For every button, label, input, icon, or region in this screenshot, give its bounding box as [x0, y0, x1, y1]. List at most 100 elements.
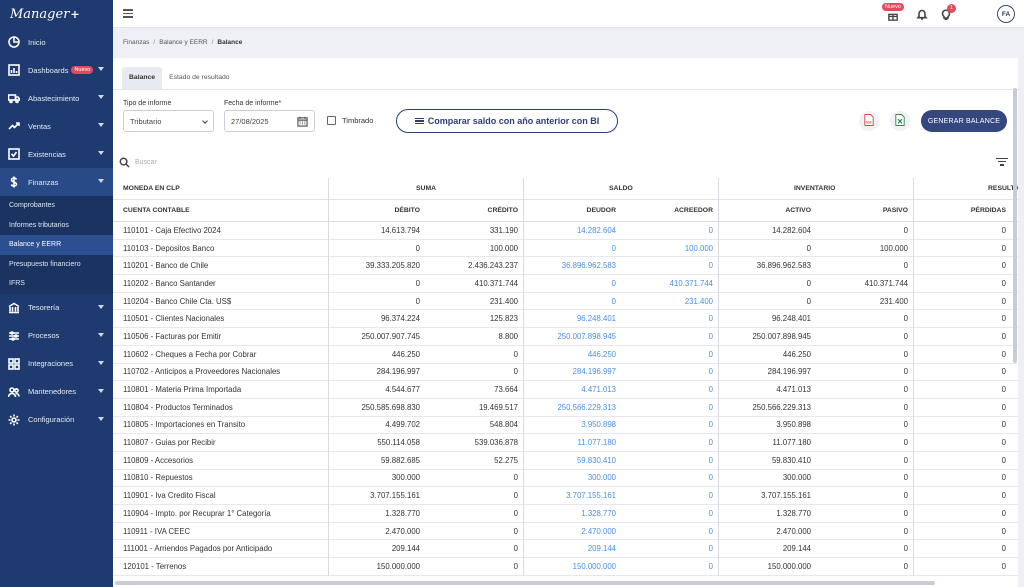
table-row[interactable]: 120101 - Terrenos 150.000.000 0 150.000.000…	[113, 558, 1018, 576]
table-row[interactable]: 110804 - Productos Terminados 250.585.698…	[113, 399, 1018, 417]
cell-deudor[interactable]: 4.471.013	[581, 385, 616, 395]
filter-icon[interactable]	[996, 158, 1008, 168]
horizontal-scrollbar[interactable]	[115, 581, 935, 585]
cell-acreedor[interactable]: 100.000	[684, 243, 713, 253]
cell-acreedor[interactable]: 0	[708, 438, 713, 448]
sidebar-item-configuracion[interactable]: Configuración	[0, 406, 113, 434]
table-row[interactable]: 110602 - Cheques a Fecha por Cobrar 446.2…	[113, 346, 1018, 364]
table-row[interactable]: 110901 - Iva Credito Fiscal 3.707.155.161…	[113, 487, 1018, 505]
export-excel-button[interactable]	[890, 111, 910, 131]
submenu-item-informes[interactable]: Informes tributarios	[9, 221, 69, 229]
table-row[interactable]: 110702 - Anticipos a Proveedores Naciona…	[113, 364, 1018, 382]
cell-deudor[interactable]: 150.000.000	[572, 561, 616, 571]
timbrado-checkbox[interactable]	[327, 116, 336, 125]
cell-acreedor[interactable]: 0	[708, 225, 713, 235]
compare-bi-button[interactable]: Comparar saldo con año anterior con BI	[396, 109, 618, 133]
table-row[interactable]: 110501 - Clientes Nacionales 96.374.224 12…	[113, 310, 1018, 329]
table-row[interactable]: 110202 - Banco Santander 0 410.371.744 0 410…	[113, 275, 1018, 293]
sidebar-item-procesos[interactable]: Procesos	[0, 322, 113, 350]
cell-acreedor[interactable]: 0	[708, 385, 713, 395]
news-button[interactable]: Nuevo	[882, 3, 904, 23]
table-row[interactable]: 110506 - Facturas por Emitir 250.007.907.…	[113, 328, 1018, 346]
cell-activo: 0	[806, 243, 811, 253]
cell-deudor[interactable]: 1.328.770	[581, 508, 616, 518]
table-row[interactable]: 110204 - Banco Chile Cta. US$ 0 231.400 0 23…	[113, 293, 1018, 311]
table-row[interactable]: 110809 - Accesorios 59.882.685 52.275 59.83…	[113, 452, 1018, 470]
cell-deudor[interactable]: 36.896.962.583	[561, 261, 616, 271]
sidebar-item-abastecimiento[interactable]: Abastecimiento	[0, 84, 113, 112]
cell-acreedor[interactable]: 0	[708, 420, 713, 430]
cell-acreedor[interactable]: 0	[708, 402, 713, 412]
table-row[interactable]: 110810 - Repuestos 300.000 0 300.000 0 300.00…	[113, 470, 1018, 488]
submenu-item-comprobantes[interactable]: Comprobantes	[9, 202, 55, 210]
table-row[interactable]: 110807 - Guias por Recibir 550.114.058 539…	[113, 434, 1018, 452]
cell-acreedor[interactable]: 0	[708, 473, 713, 483]
sidebar-item-dashboards[interactable]: Dashboards Nuevo	[0, 56, 113, 84]
sidebar-item-mantenedores[interactable]: Mantenedores	[0, 378, 113, 406]
sidebar-item-integraciones[interactable]: Integraciones	[0, 350, 113, 378]
submenu-item-presupuesto[interactable]: Presupuesto financiero	[9, 260, 81, 268]
cell-acreedor[interactable]: 0	[708, 349, 713, 359]
table-row[interactable]: 110103 - Depositos Banco 0 100.000 0 100.000…	[113, 240, 1018, 258]
submenu-item-balance[interactable]: Balance y EERR	[0, 235, 113, 255]
cell-deudor[interactable]: 3.707.155.161	[566, 491, 616, 501]
cell-deudor[interactable]: 59.830.410	[576, 455, 616, 465]
generate-balance-button[interactable]: GENERAR BALANCE	[921, 110, 1007, 132]
cell-deudor[interactable]: 0	[611, 243, 616, 253]
sidebar-item-tesoreria[interactable]: Tesorería	[0, 294, 113, 322]
cell-acreedor[interactable]: 0	[708, 561, 713, 571]
cell-credito: 331.190	[489, 225, 518, 235]
sidebar-item-inicio[interactable]: Inicio	[0, 28, 113, 56]
cell-acreedor[interactable]: 0	[708, 544, 713, 554]
cell-deudor[interactable]: 209.144	[587, 544, 616, 554]
menu-icon[interactable]	[123, 9, 133, 18]
cell-acreedor[interactable]: 231.400	[684, 296, 713, 306]
cell-acreedor[interactable]: 0	[708, 314, 713, 324]
breadcrumb-item[interactable]: Finanzas	[123, 39, 150, 46]
breadcrumb-item[interactable]: Balance y EERR	[159, 39, 208, 46]
cell-deudor[interactable]: 0	[611, 278, 616, 288]
export-pdf-button[interactable]: PDF	[859, 111, 879, 131]
cell-acreedor[interactable]: 410.371.744	[669, 278, 713, 288]
calendar-icon[interactable]	[297, 116, 308, 129]
sidebar-item-finanzas[interactable]: Finanzas	[0, 168, 113, 196]
search-input[interactable]: Buscar	[135, 159, 157, 166]
cell-deudor[interactable]: 11.077.180	[577, 438, 616, 448]
cell-acreedor[interactable]: 0	[708, 491, 713, 501]
app-logo[interactable]: Manager +	[10, 6, 80, 22]
sidebar-item-ventas[interactable]: Ventas	[0, 112, 113, 140]
cell-deudor[interactable]: 446.250	[587, 349, 616, 359]
cell-deudor[interactable]: 3.950.898	[581, 420, 616, 430]
cell-deudor[interactable]: 14.282.604	[576, 225, 616, 235]
table-row[interactable]: 110904 - Impto. por Recuprar 1° Categorí…	[113, 505, 1018, 523]
tab-balance[interactable]: Balance	[122, 67, 163, 89]
cell-acreedor[interactable]: 0	[708, 455, 713, 465]
tipo-informe-select[interactable]: Tributario	[123, 110, 214, 132]
cell-acreedor[interactable]: 0	[708, 261, 713, 271]
cell-acreedor[interactable]: 0	[708, 367, 713, 377]
tab-estado-resultado[interactable]: Estado de resultado	[169, 74, 230, 81]
alerts-button[interactable]: 1	[940, 4, 956, 22]
submenu-item-ifrs[interactable]: IFRS	[9, 280, 25, 288]
cell-deudor[interactable]: 0	[611, 296, 616, 306]
table-row[interactable]: 111001 - Arriendos Pagados por Anticipad…	[113, 540, 1018, 559]
table-row[interactable]: 110201 - Banco de Chile 39.333.205.820 2.4…	[113, 257, 1018, 276]
vertical-scrollbar[interactable]	[1013, 88, 1017, 363]
table-row[interactable]: 110101 - Caja Efectivo 2024 14.613.794 331…	[113, 222, 1018, 240]
cell-deudor[interactable]: 284.196.997	[572, 367, 616, 377]
fecha-informe-field[interactable]: 27/08/2025	[224, 110, 315, 132]
table-row[interactable]: 110801 - Materia Prima Importada 4.544.67…	[113, 381, 1018, 399]
cell-deudor[interactable]: 96.248.401	[576, 314, 616, 324]
avatar[interactable]: FA	[997, 5, 1015, 23]
table-row[interactable]: 110805 - Importaciones en Transito 4.499.…	[113, 417, 1018, 435]
cell-acreedor[interactable]: 0	[708, 526, 713, 536]
table-row[interactable]: 110911 - IVA CEEC 2.470.000 0 2.470.000 0 2.4…	[113, 523, 1018, 541]
cell-acreedor[interactable]: 0	[708, 508, 713, 518]
cell-deudor[interactable]: 300.000	[587, 473, 616, 483]
sidebar-item-existencias[interactable]: Existencias	[0, 140, 113, 168]
notifications-button[interactable]	[916, 8, 928, 22]
cell-deudor[interactable]: 250.007.898.945	[557, 331, 616, 341]
cell-deudor[interactable]: 250.566.229.313	[557, 402, 616, 412]
cell-deudor[interactable]: 2.470.000	[581, 526, 616, 536]
cell-acreedor[interactable]: 0	[708, 331, 713, 341]
